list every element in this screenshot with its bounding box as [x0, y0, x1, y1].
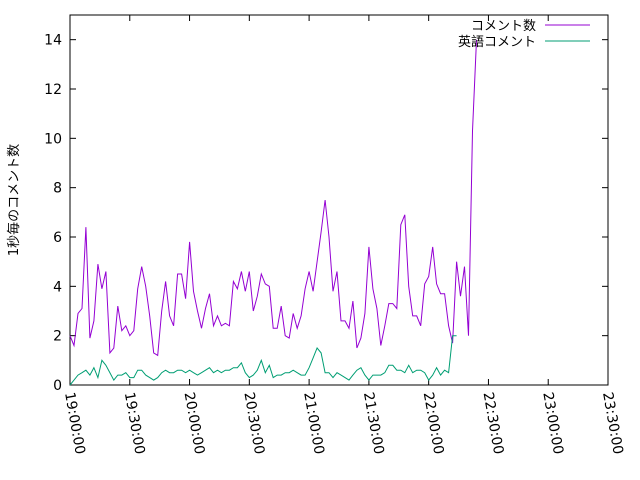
y-tick-label: 6	[53, 230, 62, 246]
x-tick-label: 22:30:00	[480, 391, 507, 456]
y-tick-label: 12	[44, 82, 62, 98]
y-tick-label: 2	[53, 329, 62, 345]
series-line-2	[69, 335, 457, 386]
x-tick-label: 22:00:00	[420, 391, 447, 456]
x-tick-label: 19:00:00	[61, 391, 88, 456]
y-axis-label: 1秒毎のコメント数	[6, 144, 22, 256]
x-tick-label: 20:30:00	[240, 391, 267, 456]
y-tick-label: 4	[53, 279, 62, 295]
y-tick-label: 14	[44, 33, 62, 49]
legend-label-1: コメント数	[471, 19, 536, 34]
series-layer	[69, 39, 477, 386]
plot-frame	[69, 14, 609, 386]
x-tick-label: 21:00:00	[300, 391, 327, 456]
legend-label-2: 英語コメント	[458, 34, 536, 50]
y-axis-ticks: 0 2 4 6 8 10 12 14	[44, 33, 608, 394]
y-tick-label: 10	[44, 131, 62, 147]
x-tick-label: 23:00:00	[539, 391, 566, 456]
x-tick-label: 19:30:00	[121, 391, 148, 456]
y-tick-label: 8	[53, 181, 62, 197]
x-tick-label: 21:30:00	[360, 391, 387, 456]
x-tick-label: 23:30:00	[599, 391, 626, 456]
x-axis-ticks: 19:00:00 19:30:00 20:00:00 20:30:00 21:00:00…	[61, 15, 626, 456]
y-tick-label: 0	[53, 378, 62, 394]
series-line-1	[69, 39, 477, 357]
x-tick-label: 20:00:00	[181, 391, 208, 456]
